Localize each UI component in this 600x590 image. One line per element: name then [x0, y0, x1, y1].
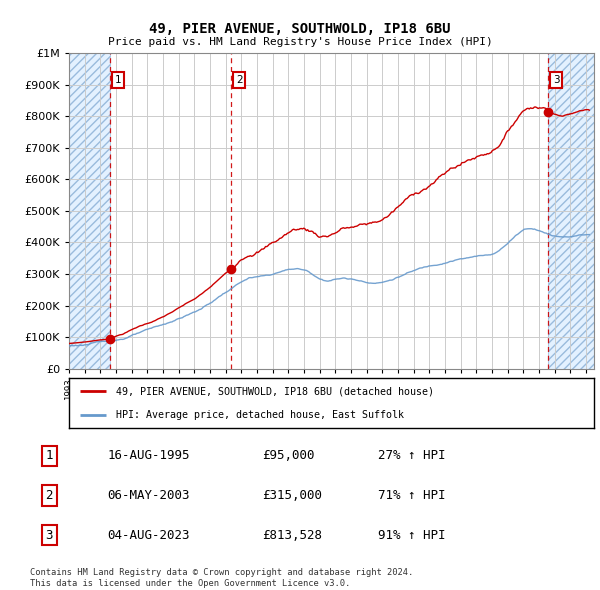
Text: 49, PIER AVENUE, SOUTHWOLD, IP18 6BU: 49, PIER AVENUE, SOUTHWOLD, IP18 6BU [149, 22, 451, 37]
Text: 49, PIER AVENUE, SOUTHWOLD, IP18 6BU (detached house): 49, PIER AVENUE, SOUTHWOLD, IP18 6BU (de… [116, 386, 434, 396]
Text: 06-MAY-2003: 06-MAY-2003 [107, 489, 190, 502]
Bar [69, 53, 110, 369]
Text: HPI: Average price, detached house, East Suffolk: HPI: Average price, detached house, East… [116, 410, 404, 420]
Text: 3: 3 [553, 75, 560, 85]
Text: £95,000: £95,000 [262, 450, 314, 463]
Text: 16-AUG-1995: 16-AUG-1995 [107, 450, 190, 463]
Text: This data is licensed under the Open Government Licence v3.0.: This data is licensed under the Open Gov… [30, 579, 350, 588]
Text: Contains HM Land Registry data © Crown copyright and database right 2024.: Contains HM Land Registry data © Crown c… [30, 568, 413, 576]
Text: 1: 1 [46, 450, 53, 463]
Text: £813,528: £813,528 [262, 529, 322, 542]
Text: 1: 1 [115, 75, 121, 85]
Text: Price paid vs. HM Land Registry's House Price Index (HPI): Price paid vs. HM Land Registry's House … [107, 37, 493, 47]
Text: 27% ↑ HPI: 27% ↑ HPI [378, 450, 445, 463]
Text: 71% ↑ HPI: 71% ↑ HPI [378, 489, 445, 502]
Text: 2: 2 [236, 75, 242, 85]
Bar [548, 53, 594, 369]
Text: £315,000: £315,000 [262, 489, 322, 502]
Text: 2: 2 [46, 489, 53, 502]
Text: 3: 3 [46, 529, 53, 542]
Text: 91% ↑ HPI: 91% ↑ HPI [378, 529, 445, 542]
Bar [548, 53, 594, 369]
Text: 04-AUG-2023: 04-AUG-2023 [107, 529, 190, 542]
Bar [69, 53, 110, 369]
